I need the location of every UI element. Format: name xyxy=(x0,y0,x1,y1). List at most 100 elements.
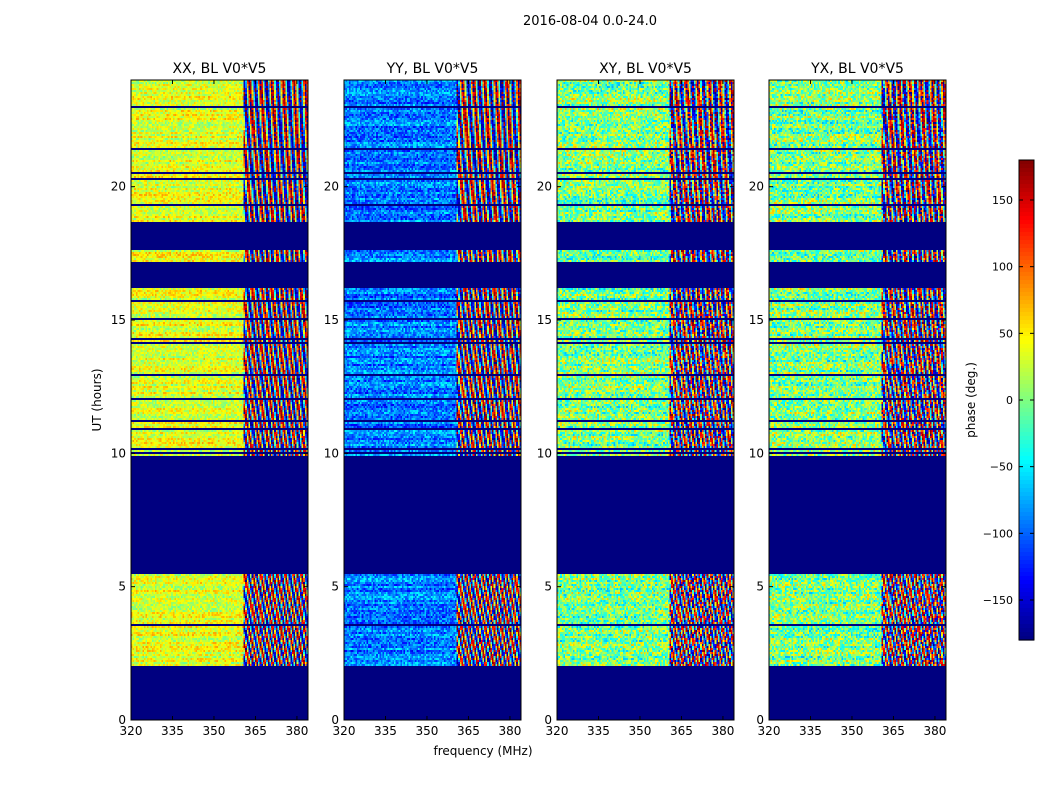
colorbar-swatch xyxy=(1019,444,1034,449)
colorbar-swatch xyxy=(1019,576,1034,581)
x-tick-label: 320 xyxy=(546,724,569,738)
colorbar-swatch xyxy=(1019,588,1034,593)
y-tick-label: 10 xyxy=(111,446,126,460)
x-axis-label: frequency (MHz) xyxy=(433,744,532,758)
colorbar-swatch xyxy=(1019,484,1034,489)
colorbar-swatch xyxy=(1019,180,1034,185)
panel-4 xyxy=(768,79,947,721)
colorbar-tick-label: −150 xyxy=(983,594,1013,607)
colorbar-swatch xyxy=(1019,396,1034,401)
colorbar-swatch xyxy=(1019,476,1034,481)
colorbar-swatch xyxy=(1019,204,1034,209)
colorbar-swatch xyxy=(1019,508,1034,513)
colorbar-swatch xyxy=(1019,564,1034,569)
colorbar-swatch xyxy=(1019,556,1034,561)
colorbar-swatch xyxy=(1019,224,1034,229)
colorbar-swatch xyxy=(1019,388,1034,393)
colorbar-swatch xyxy=(1019,512,1034,517)
colorbar-swatch xyxy=(1019,336,1034,341)
x-tick-label: 335 xyxy=(587,724,610,738)
colorbar-swatch xyxy=(1019,208,1034,213)
x-tick-label: 350 xyxy=(841,724,864,738)
colorbar-swatch xyxy=(1019,348,1034,353)
y-tick-label: 0 xyxy=(118,713,126,727)
x-tick-label: 380 xyxy=(285,724,308,738)
colorbar-tick-label: −50 xyxy=(990,461,1013,474)
x-tick-label: 320 xyxy=(120,724,143,738)
colorbar-tick-label: 100 xyxy=(992,261,1013,274)
colorbar-swatch xyxy=(1019,536,1034,541)
colorbar-swatch xyxy=(1019,528,1034,533)
colorbar-swatch xyxy=(1019,448,1034,453)
x-tick-label: 350 xyxy=(203,724,226,738)
colorbar-swatch xyxy=(1019,236,1034,241)
colorbar-swatch xyxy=(1019,596,1034,601)
colorbar-swatch xyxy=(1019,400,1034,405)
colorbar-swatch xyxy=(1019,424,1034,429)
colorbar-swatch xyxy=(1019,584,1034,589)
colorbar-swatch xyxy=(1019,304,1034,309)
colorbar-swatch xyxy=(1019,436,1034,441)
y-tick-label: 15 xyxy=(537,313,552,327)
colorbar-swatch xyxy=(1019,240,1034,245)
colorbar-swatch xyxy=(1019,308,1034,313)
colorbar-swatch xyxy=(1019,496,1034,501)
colorbar-swatch xyxy=(1019,452,1034,457)
y-tick-label: 20 xyxy=(111,180,126,194)
panel-title: XY, BL V0*V5 xyxy=(599,61,692,77)
y-tick-label: 10 xyxy=(749,446,764,460)
colorbar-swatch xyxy=(1019,416,1034,421)
colorbar-swatch xyxy=(1019,504,1034,509)
colorbar-swatch xyxy=(1019,600,1034,605)
plot-frame xyxy=(130,79,309,721)
panel-title: YX, BL V0*V5 xyxy=(810,61,904,77)
heatmap-image xyxy=(131,80,308,720)
panel-2 xyxy=(343,79,522,721)
colorbar-swatch xyxy=(1019,232,1034,237)
x-tick-label: 365 xyxy=(670,724,693,738)
colorbar-swatch xyxy=(1019,192,1034,197)
colorbar-swatch xyxy=(1019,392,1034,397)
colorbar-swatch xyxy=(1019,592,1034,597)
colorbar-swatch xyxy=(1019,300,1034,305)
y-tick-label: 0 xyxy=(331,713,339,727)
colorbar-swatch xyxy=(1019,172,1034,177)
colorbar-swatch xyxy=(1019,616,1034,621)
colorbar-swatch xyxy=(1019,268,1034,273)
colorbar-swatch xyxy=(1019,260,1034,265)
colorbar-swatch xyxy=(1019,552,1034,557)
colorbar-swatch xyxy=(1019,212,1034,217)
colorbar-swatch xyxy=(1019,184,1034,189)
colorbar-swatch xyxy=(1019,420,1034,425)
x-tick-label: 380 xyxy=(711,724,734,738)
figure-title: 2016-08-04 0.0-24.0 xyxy=(523,14,657,29)
plot-frame xyxy=(768,79,947,721)
x-tick-label: 335 xyxy=(799,724,822,738)
colorbar-swatch xyxy=(1019,216,1034,221)
x-tick-label: 365 xyxy=(457,724,480,738)
colorbar-swatch xyxy=(1019,276,1034,281)
colorbar xyxy=(1018,159,1035,641)
colorbar-swatch xyxy=(1019,540,1034,545)
colorbar-swatch xyxy=(1019,524,1034,529)
heatmap-image xyxy=(344,80,521,720)
colorbar-swatch xyxy=(1019,372,1034,377)
colorbar-swatch xyxy=(1019,252,1034,257)
colorbar-swatch xyxy=(1019,164,1034,169)
plot-frame xyxy=(556,79,735,721)
y-tick-label: 5 xyxy=(331,580,339,594)
y-tick-label: 0 xyxy=(544,713,552,727)
colorbar-swatch xyxy=(1019,404,1034,409)
colorbar-swatch xyxy=(1019,284,1034,289)
colorbar-swatch xyxy=(1019,196,1034,201)
y-tick-label: 5 xyxy=(544,580,552,594)
colorbar-swatch xyxy=(1019,256,1034,261)
colorbar-swatch xyxy=(1019,320,1034,325)
colorbar-swatch xyxy=(1019,544,1034,549)
colorbar-swatch xyxy=(1019,500,1034,505)
colorbar-swatch xyxy=(1019,376,1034,381)
x-tick-label: 365 xyxy=(882,724,905,738)
colorbar-swatch xyxy=(1019,560,1034,565)
colorbar-swatch xyxy=(1019,328,1034,333)
